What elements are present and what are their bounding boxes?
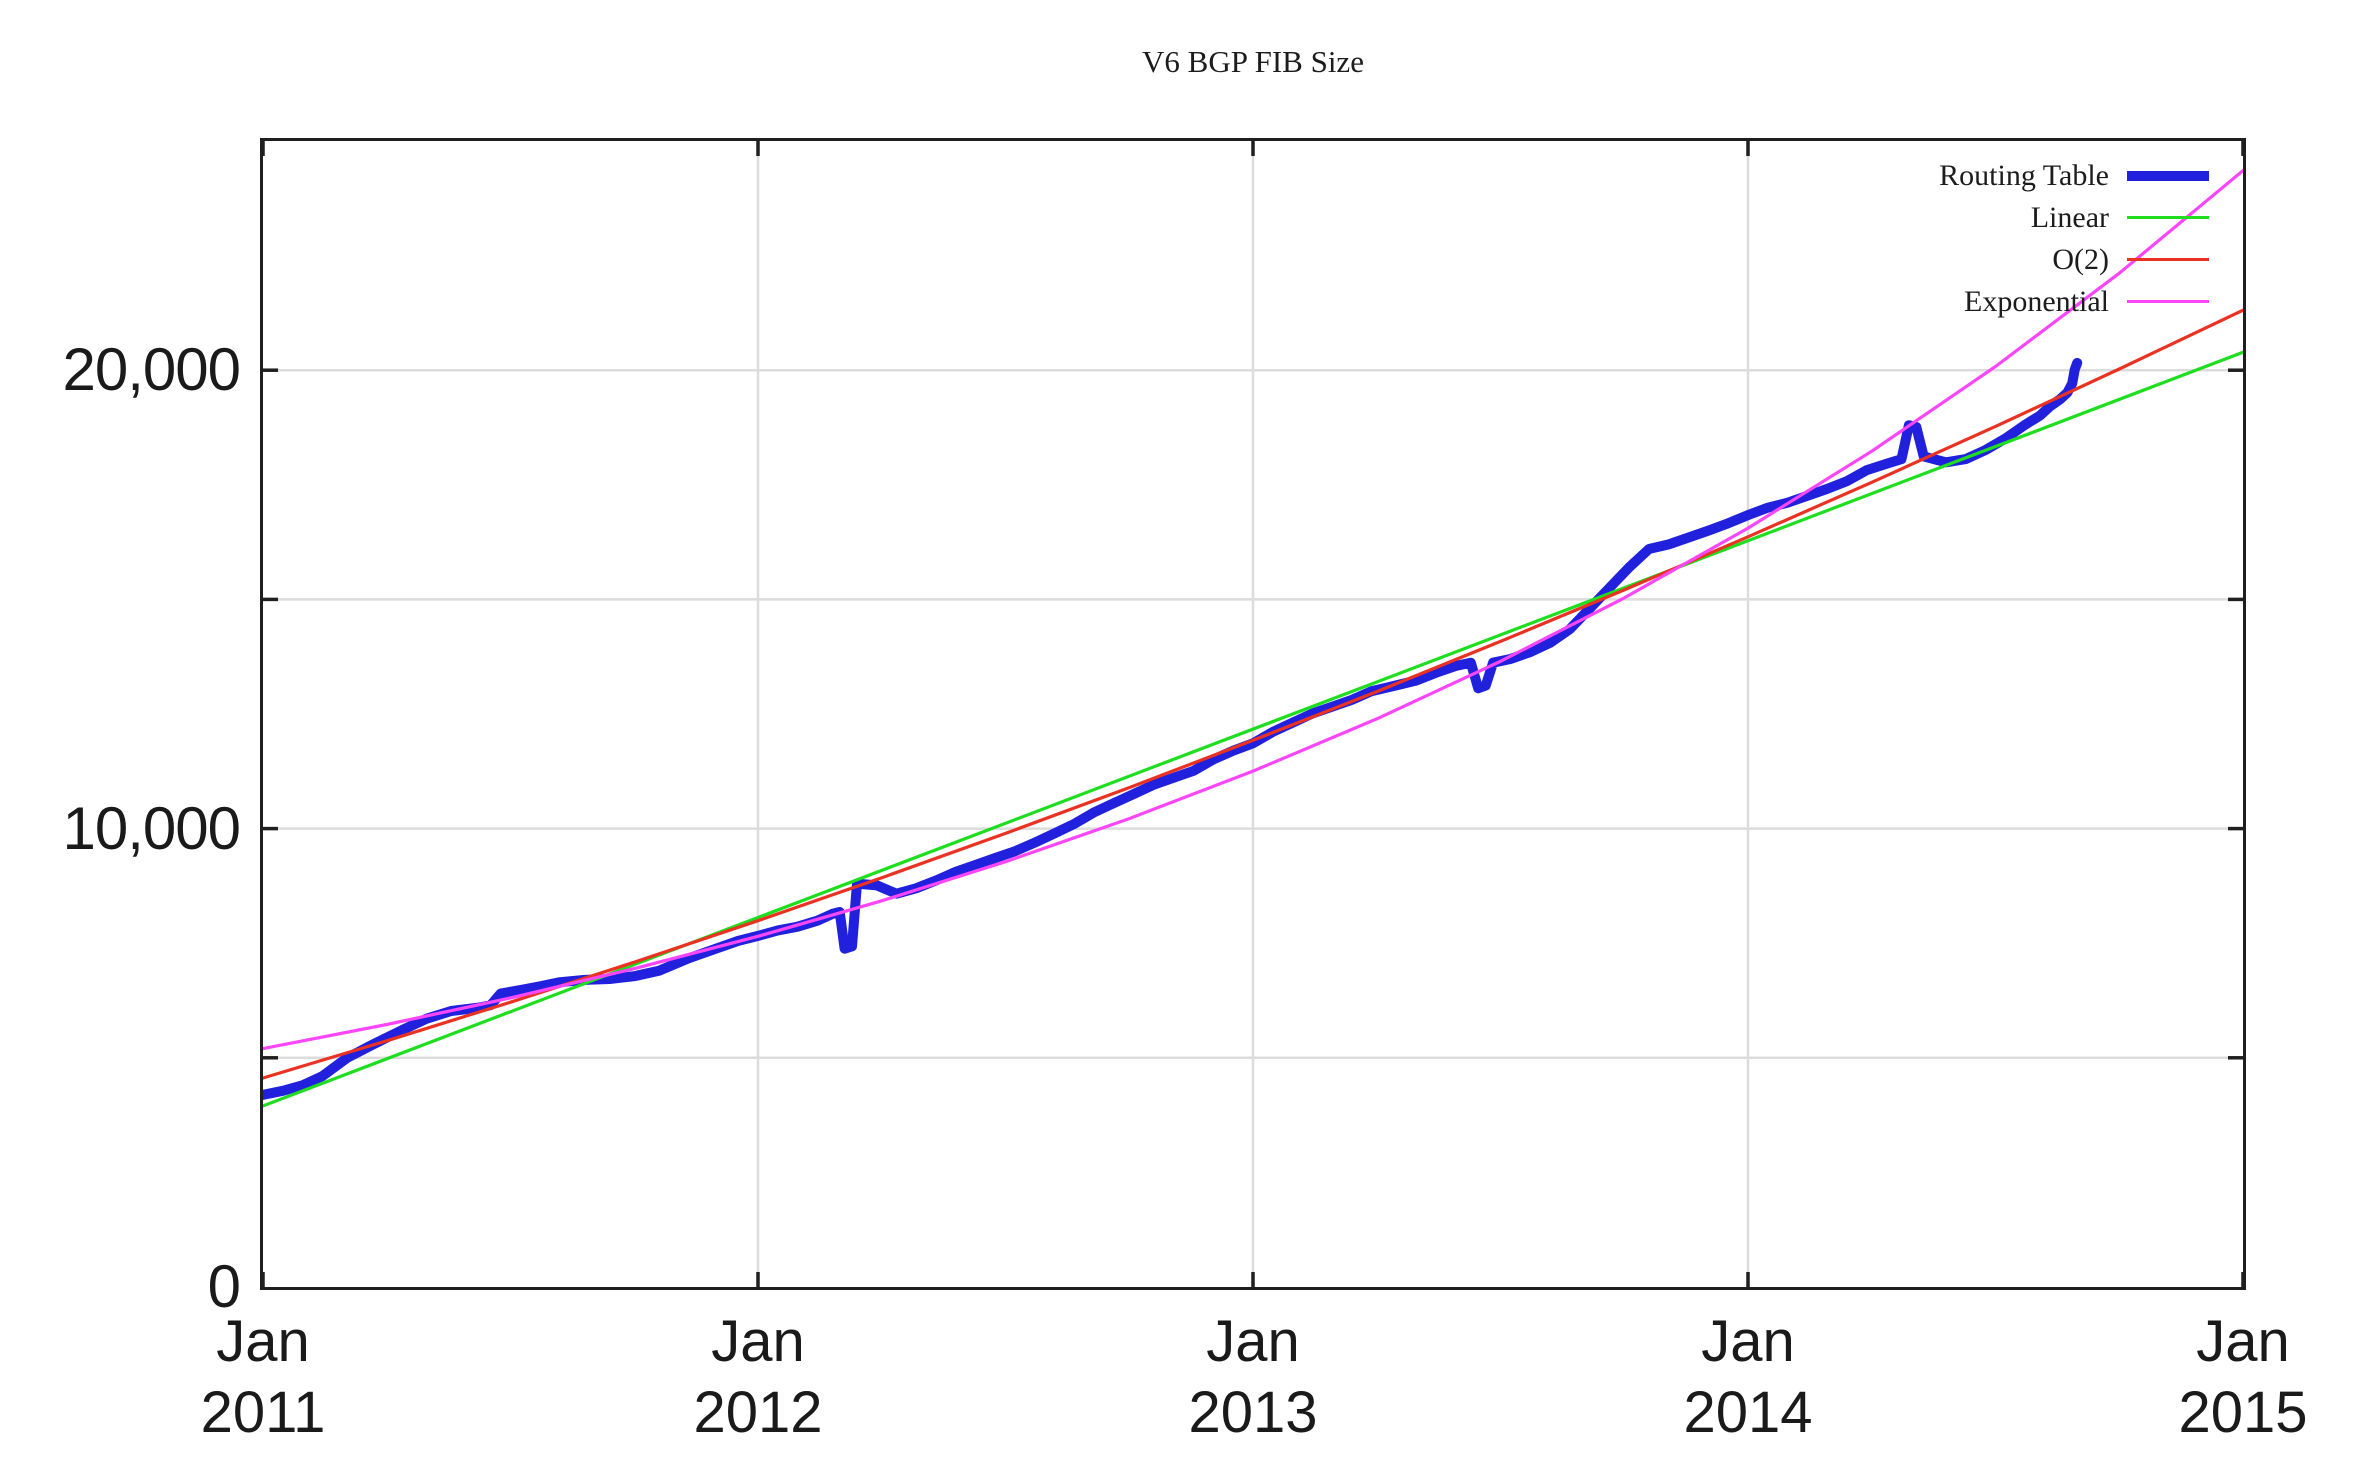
legend-sample-exponential	[2127, 300, 2209, 303]
x-tick-year: 2011	[200, 1380, 326, 1445]
x-tick-year: 2015	[2178, 1380, 2308, 1445]
x-tick-year: 2012	[693, 1380, 823, 1445]
x-tick-month: Jan	[1701, 1309, 1795, 1374]
x-tick-month: Jan	[1206, 1309, 1300, 1374]
y-tick-label-10000: 10,000	[62, 795, 241, 862]
y-tick-label-20000: 20,000	[62, 336, 241, 403]
plot-svg	[263, 141, 2243, 1287]
x-tick-month: Jan	[216, 1309, 310, 1374]
x-tick-year: 2013	[1188, 1380, 1318, 1445]
plot-area	[260, 138, 2246, 1290]
legend-sample-linear	[2127, 216, 2209, 219]
x-tick-month: Jan	[711, 1309, 805, 1374]
legend-sample-o2	[2127, 258, 2209, 261]
x-tick-month: Jan	[2196, 1309, 2290, 1374]
x-tick-label-2014: Jan 2014	[1583, 1306, 1913, 1448]
x-tick-label-2013: Jan 2013	[1088, 1306, 1418, 1448]
legend-label-o2: O(2)	[2052, 243, 2109, 276]
legend-label-routing-table: Routing Table	[1939, 159, 2109, 192]
y-tick-label-0: 0	[207, 1253, 241, 1320]
legend-label-linear: Linear	[2030, 201, 2109, 234]
x-tick-label-2012: Jan 2012	[593, 1306, 923, 1448]
legend-sample-routing-table	[2127, 171, 2209, 181]
x-tick-year: 2014	[1683, 1380, 1813, 1445]
x-tick-label-2015: Jan 2015	[2078, 1306, 2358, 1448]
x-tick-label-2011: Jan 2011	[98, 1306, 428, 1448]
chart-title: V6 BGP FIB Size	[1142, 44, 1364, 79]
legend-label-exponential: Exponential	[1964, 285, 2109, 318]
